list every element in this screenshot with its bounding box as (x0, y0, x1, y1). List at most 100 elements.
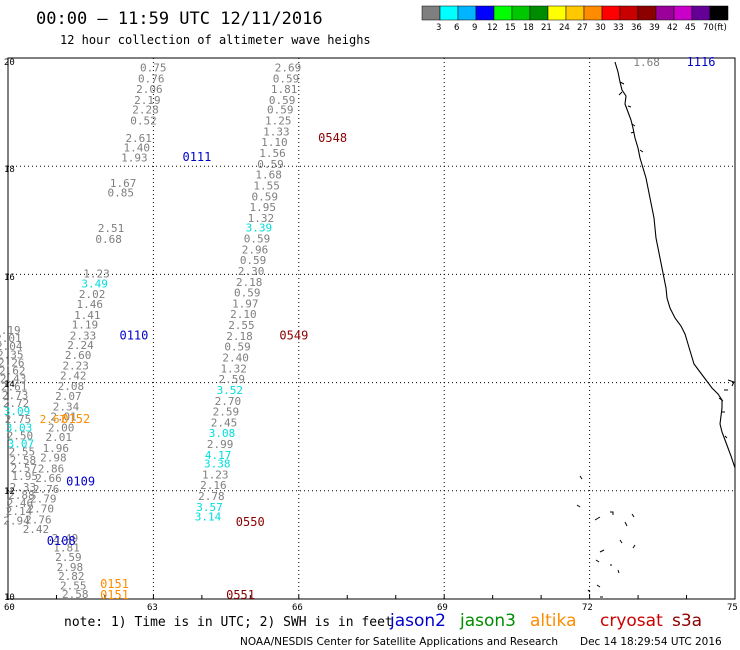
tick-label: 66 (292, 603, 303, 613)
swh-value: 1.93 (121, 151, 148, 164)
swh-value: 4.17 (205, 449, 232, 462)
color-swatch (619, 5, 639, 21)
swh-value: 2.99 (207, 438, 234, 451)
grid-lines (8, 58, 735, 599)
scale-unit: (ft) (714, 23, 727, 33)
swh-value: 1.96 (43, 442, 70, 455)
legend-cryosat: cryosat (600, 611, 663, 631)
swh-value: 2.59 (55, 551, 82, 564)
swh-value: 1.23 (83, 268, 110, 281)
swh-value: 2.75 (5, 413, 32, 426)
scale-label: 9 (472, 23, 477, 33)
swh-value: 3.52 (217, 384, 244, 397)
tick-label: 69 (437, 603, 448, 613)
scale-label: 15 (505, 23, 516, 33)
chart-title: 00:00 – 11:59 UTC 12/11/2016 (36, 9, 323, 29)
swh-value: 2.70 (28, 502, 55, 515)
swh-value: 1.97 (232, 297, 259, 310)
y-tick-label: 14 (4, 380, 15, 390)
tick-label: 60 (4, 603, 15, 613)
swh-value: 2.58 (10, 454, 37, 467)
swh-value: 2.59 (219, 373, 246, 386)
swh-value: 2.49 (52, 532, 79, 545)
time-labels: 0111 0110 0109 0108 0548 0549 0550 0551 0152 0151… (47, 55, 716, 602)
color-swatch (709, 5, 729, 21)
swh-value: 1.25 (265, 115, 292, 128)
swh-value: 2.45 (211, 416, 238, 429)
swh-value: 1.32 (220, 362, 247, 375)
axis-ticks (7, 595, 736, 599)
swh-value: 2.14 (6, 505, 33, 518)
scale-label: 12 (487, 23, 498, 33)
swh-value: 2.67 (40, 413, 67, 426)
scale-label: 6 (454, 23, 459, 33)
swh-value: 2.70 (215, 395, 242, 408)
swh-value: 2.26 (0, 356, 24, 369)
swh-value: 2.76 (25, 513, 52, 526)
y-tick-label: 16 (4, 273, 15, 283)
color-swatch (421, 5, 441, 21)
credit-text: NOAA/NESDIS Center for Satellite Applica… (240, 636, 558, 648)
swh-value: 2.57 (11, 462, 38, 475)
swh-value: 2.55 (9, 446, 36, 459)
color-swatch (529, 5, 549, 21)
timestamp-text: Dec 14 18:29:54 UTC 2016 (580, 636, 722, 648)
pass-time-label: 0550 (236, 515, 265, 529)
swh-value: 1.40 (124, 142, 151, 155)
swh-value: 2.55 (228, 319, 255, 332)
swh-value: 0.59 (257, 158, 284, 171)
y-tick-label: 12 (4, 487, 15, 497)
coastline-detail (618, 81, 735, 439)
swh-value: 2.79 (30, 493, 57, 506)
swh-value: 2.43 (0, 373, 26, 386)
legend-altika: altika (530, 611, 577, 631)
swh-value: 2.07 (55, 390, 82, 403)
swh-value: 2.18 (226, 330, 253, 343)
swh-value: 2.00 (48, 421, 75, 434)
note-text: note: 1) Time is in UTC; 2) SWH is in fe… (64, 615, 393, 630)
swh-value: 2.94 (3, 514, 30, 527)
swh-value: 2.59 (213, 406, 240, 419)
swh-value: 0.52 (130, 115, 157, 128)
scale-label: 3 (436, 23, 441, 33)
tick-label: 75 (727, 603, 738, 613)
swh-value: 0.59 (234, 287, 261, 300)
swh-value: 2.82 (58, 570, 85, 583)
swh-value: 0.75 (140, 62, 167, 75)
swh-value: 2.23 (62, 360, 89, 373)
swh-value: 1.10 (261, 136, 288, 149)
swh-value: 2.01 (0, 332, 22, 345)
islands (576, 475, 636, 598)
pass-time-label: 0110 (119, 328, 148, 342)
color-swatch (655, 5, 675, 21)
swh-value: 0.59 (244, 232, 271, 245)
swh-value: 2.88 (8, 489, 35, 502)
tick-label: 72 (582, 603, 593, 613)
swh-value: 2.10 (230, 308, 257, 321)
swh-value: 0.59 (240, 254, 267, 267)
plot-area: 0.750.762.062.192.280.522.611.401.931.67… (0, 55, 736, 602)
swh-value: 2.62 (0, 364, 25, 377)
swh-value: 0.85 (108, 186, 135, 199)
pass-time-label: 0151 (100, 588, 129, 602)
swh-value: 0.59 (224, 341, 251, 354)
swh-value: 2.46 (7, 497, 34, 510)
swh-value: 2.19 (0, 324, 21, 337)
swh-value: 2.19 (134, 94, 161, 107)
swh-value: 2.86 (38, 462, 65, 475)
scale-label: 70 (703, 23, 714, 33)
swh-value: 0.59 (267, 104, 294, 117)
swh-value: 3.08 (209, 427, 236, 440)
pass-time-label: 0109 (66, 474, 95, 488)
legend-s3a: s3a (672, 611, 702, 631)
swh-value: 1.46 (76, 298, 103, 311)
swh-value: 2.73 (2, 389, 29, 402)
swh-value: 2.42 (23, 523, 50, 536)
swh-value: 3.57 (196, 501, 223, 514)
color-swatch (511, 5, 531, 21)
swh-value: 2.61 (125, 132, 152, 145)
tick-label: 63 (147, 603, 158, 613)
pass-time-label: 0551 (226, 588, 255, 602)
swh-value: 2.60 (65, 349, 92, 362)
